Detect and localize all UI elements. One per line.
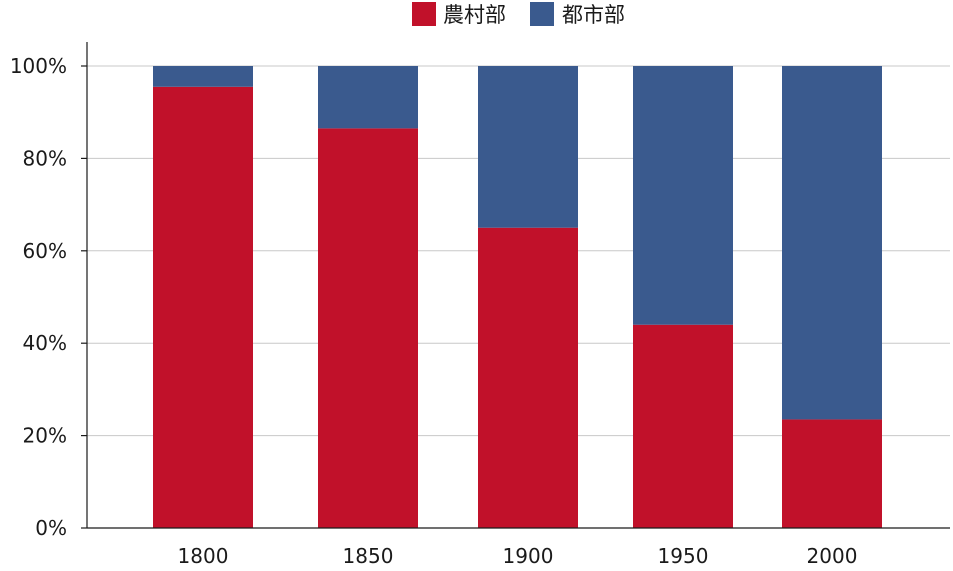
- bar-2000-series-0: [782, 419, 882, 528]
- y-tick-label: 100%: [10, 54, 67, 78]
- axes: [81, 42, 950, 529]
- y-tick-label: 80%: [23, 146, 67, 170]
- x-tick-label: 1850: [343, 544, 394, 568]
- bar-1950-series-1: [633, 66, 733, 325]
- x-tick-label: 1950: [658, 544, 709, 568]
- legend-swatch: [530, 2, 554, 26]
- y-tick-label: 60%: [23, 239, 67, 263]
- bar-1900-series-1: [478, 66, 578, 228]
- bar-1800-series-0: [153, 86, 253, 528]
- bar-1950-series-0: [633, 324, 733, 528]
- legend-swatch: [412, 2, 436, 26]
- x-tick-labels: 1800 1850 1900 1950 2000: [178, 544, 858, 568]
- legend-item-0: 農村部: [412, 2, 506, 27]
- legend-label: 農村部: [443, 3, 506, 27]
- x-tick-label: 1800: [178, 544, 229, 568]
- x-tick-label: 2000: [807, 544, 858, 568]
- legend-item-1: 都市部: [530, 2, 625, 27]
- bar-1900-series-0: [478, 227, 578, 528]
- bar-1850-series-0: [318, 128, 418, 528]
- y-tick-label: 40%: [23, 331, 67, 355]
- y-tick-label: 20%: [23, 424, 67, 448]
- bars: [153, 66, 882, 528]
- bar-1850-series-1: [318, 66, 418, 129]
- y-tick-labels: 0% 20% 40% 60% 80% 100%: [10, 54, 67, 540]
- legend-label: 都市部: [562, 3, 625, 27]
- legend: 農村部 都市部: [412, 2, 625, 27]
- bar-1800-series-1: [153, 66, 253, 87]
- x-tick-label: 1900: [503, 544, 554, 568]
- bar-2000-series-1: [782, 66, 882, 420]
- y-tick-label: 0%: [35, 516, 67, 540]
